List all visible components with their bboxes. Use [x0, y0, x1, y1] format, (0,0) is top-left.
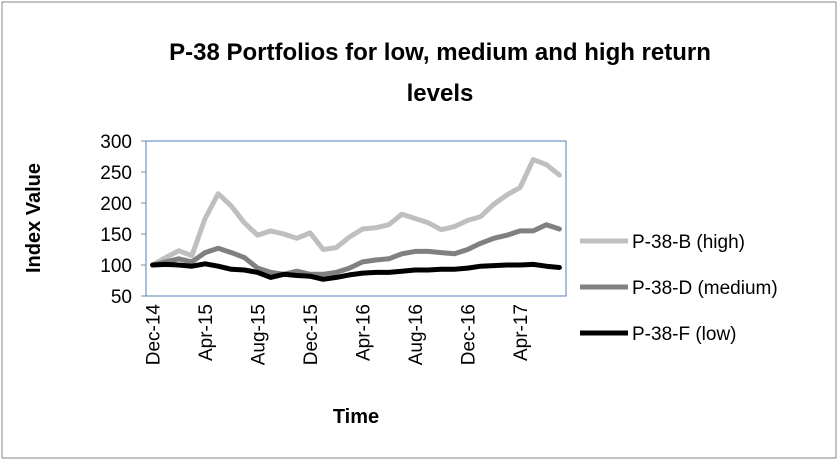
y-tick-label: 50	[111, 287, 132, 308]
x-axis-title: Time	[333, 406, 379, 428]
x-tick-label: Apr-15	[196, 304, 217, 361]
x-tick-label: Aug-15	[249, 304, 270, 365]
x-tick-label: Dec-16	[459, 304, 480, 365]
x-tick-label: Apr-16	[354, 304, 375, 361]
x-tick-label: Dec-14	[144, 304, 165, 366]
chart-title: levels	[407, 80, 474, 107]
plot-area	[145, 140, 567, 297]
x-tick-label: Apr-17	[511, 304, 532, 361]
x-tick-label: Aug-16	[406, 304, 427, 365]
y-axis-title: Index Value	[23, 163, 45, 273]
y-tick-label: 250	[100, 163, 132, 184]
chart-title: P-38 Portfolios for low, medium and high…	[169, 39, 711, 66]
x-tick-label: Dec-15	[301, 304, 322, 365]
series-line	[150, 157, 562, 268]
legend-label: P-38-D (medium)	[632, 278, 778, 299]
y-tick-label: 200	[100, 194, 132, 215]
series-line	[150, 261, 562, 282]
y-tick-label: 100	[100, 256, 132, 277]
legend-label: P-38-B (high)	[632, 232, 745, 253]
legend-label: P-38-F (low)	[632, 324, 737, 345]
series-line	[150, 222, 562, 277]
y-tick-label: 300	[100, 132, 132, 153]
y-tick-label: 150	[100, 225, 132, 246]
